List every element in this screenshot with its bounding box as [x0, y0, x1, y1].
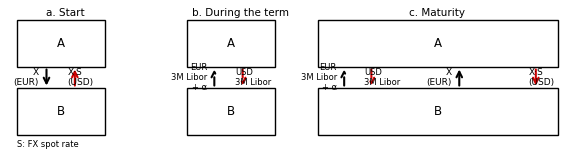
Text: X
(EUR): X (EUR) — [14, 68, 39, 87]
Text: c. Maturity: c. Maturity — [409, 8, 464, 18]
Text: A: A — [434, 37, 442, 50]
Text: A: A — [57, 37, 65, 50]
Text: S: FX spot rate: S: FX spot rate — [17, 140, 79, 149]
FancyBboxPatch shape — [17, 20, 105, 67]
Text: X
(EUR): X (EUR) — [426, 68, 452, 87]
Text: B: B — [227, 105, 235, 118]
Text: USD
3M Libor: USD 3M Libor — [235, 68, 272, 87]
FancyBboxPatch shape — [318, 88, 558, 135]
Text: USD
3M Libor: USD 3M Libor — [364, 68, 400, 87]
Text: A: A — [227, 37, 235, 50]
Text: EUR
3M Libor
+ α: EUR 3M Libor + α — [171, 63, 207, 92]
Text: EUR
3M Libor
+ α: EUR 3M Libor + α — [301, 63, 337, 92]
Text: b. During the term: b. During the term — [192, 8, 290, 18]
Text: X·S
(USD): X·S (USD) — [528, 68, 555, 87]
FancyBboxPatch shape — [187, 88, 275, 135]
Text: B: B — [57, 105, 65, 118]
Text: B: B — [434, 105, 442, 118]
FancyBboxPatch shape — [17, 88, 105, 135]
FancyBboxPatch shape — [187, 20, 275, 67]
FancyBboxPatch shape — [318, 20, 558, 67]
Text: a. Start: a. Start — [46, 8, 84, 18]
Text: X·S
(USD): X·S (USD) — [67, 68, 94, 87]
